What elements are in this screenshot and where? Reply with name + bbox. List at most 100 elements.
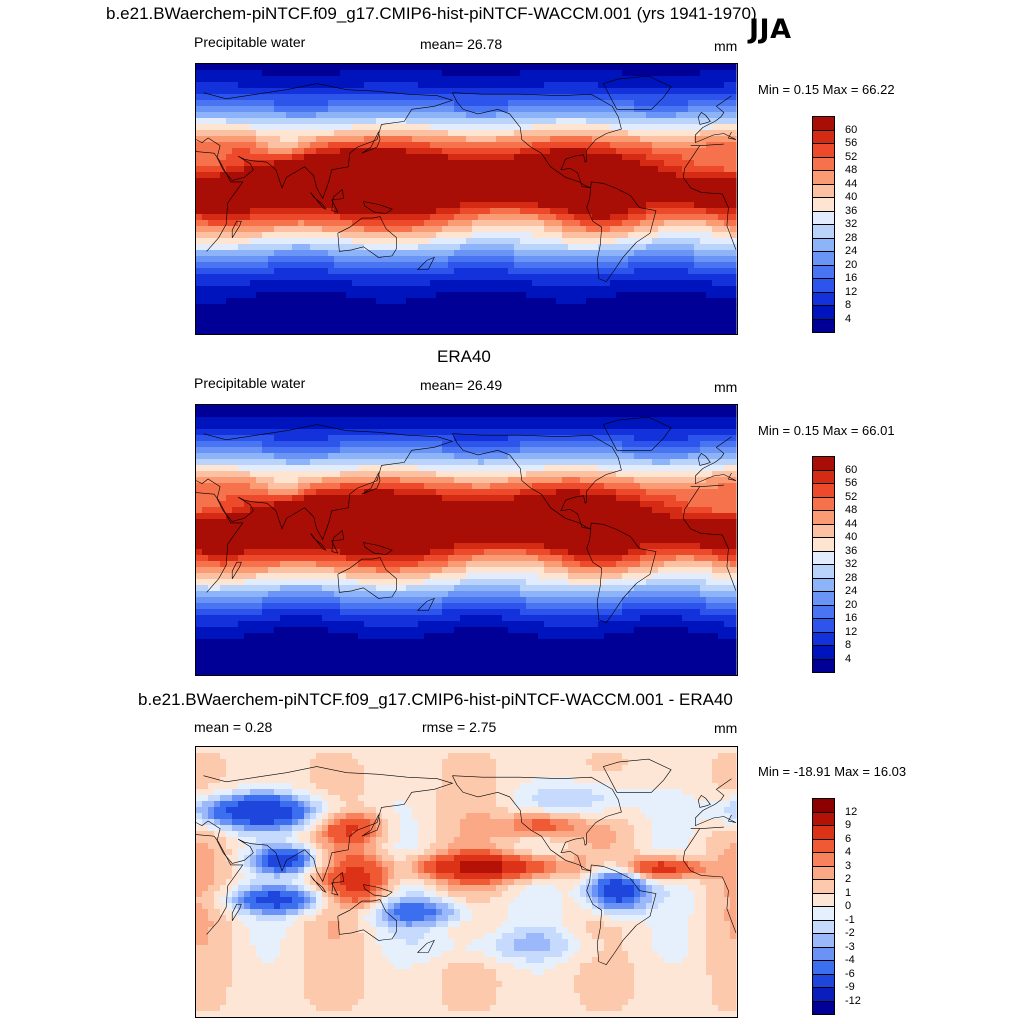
era40-field-cell <box>268 435 275 442</box>
model-field-cell <box>448 256 455 263</box>
model-field-cell <box>646 100 653 107</box>
era40-field-cell <box>220 435 227 442</box>
model-field-cell <box>304 244 311 251</box>
era40-field-cell <box>538 411 545 418</box>
model-field-cell <box>574 160 581 167</box>
model-field-cell <box>472 268 479 275</box>
model-field-cell <box>508 112 515 119</box>
model-field-cell <box>520 166 527 173</box>
model-field-cell <box>598 190 605 197</box>
model-field-cell <box>352 280 359 287</box>
model-field-cell <box>604 166 611 173</box>
model-field-cell <box>520 196 527 203</box>
model-field-cell <box>622 274 629 281</box>
model-field-cell <box>394 130 401 137</box>
model-field-cell <box>346 100 353 107</box>
model-field-cell <box>382 160 389 167</box>
model-field-cell <box>538 214 545 221</box>
era40-field-cell <box>334 423 341 430</box>
model-field-cell <box>496 208 503 215</box>
model-field-cell <box>238 88 245 95</box>
model-field-cell <box>460 118 467 125</box>
model-field-cell <box>664 178 671 185</box>
model-field-cell <box>370 220 377 227</box>
era40-field-cell <box>238 459 245 466</box>
model-field-cell <box>352 142 359 149</box>
era40-field-cell <box>394 405 401 412</box>
era40-field-cell <box>286 453 293 460</box>
model-field-cell <box>724 238 731 245</box>
model-field-cell <box>466 328 473 334</box>
era40-field-cell <box>550 441 557 448</box>
model-field-cell <box>322 298 329 305</box>
model-field-cell <box>496 316 503 323</box>
model-field-cell <box>496 304 503 311</box>
model-field-cell <box>502 250 509 257</box>
model-field-cell <box>670 94 677 101</box>
model-field-cell <box>622 94 629 101</box>
model-field-cell <box>418 220 425 227</box>
model-field-cell <box>322 172 329 179</box>
era40-field-cell <box>292 429 299 436</box>
model-field-cell <box>274 226 281 233</box>
model-field-cell <box>622 118 629 125</box>
model-field-cell <box>718 280 725 287</box>
model-field-cell <box>310 178 317 185</box>
model-field-cell <box>520 262 527 269</box>
model-field-cell <box>244 100 251 107</box>
model-field-cell <box>262 298 269 305</box>
era40-field-cell <box>700 411 707 418</box>
era40-field-cell <box>256 405 263 412</box>
model-field-cell <box>316 106 323 113</box>
model-field-cell <box>412 190 419 197</box>
model-field-cell <box>634 220 641 227</box>
model-field-cell <box>490 202 497 209</box>
model-field-cell <box>682 250 689 257</box>
model-field-cell <box>232 82 239 89</box>
model-field-cell <box>616 172 623 179</box>
era40-field-cell <box>508 429 515 436</box>
model-field-cell <box>244 262 251 269</box>
model-field-cell <box>262 202 269 209</box>
model-field-cell <box>442 178 449 185</box>
model-field-cell <box>514 136 521 143</box>
model-field-cell <box>250 214 257 221</box>
model-field-cell <box>310 280 317 287</box>
model-field-cell <box>502 322 509 329</box>
era40-field-cell <box>244 417 251 424</box>
model-field-cell <box>586 250 593 257</box>
model-field-cell <box>730 310 737 317</box>
model-field-cell <box>430 130 437 137</box>
model-field-cell <box>652 232 659 239</box>
model-field-cell <box>454 316 461 323</box>
model-field-cell <box>472 118 479 125</box>
era40-field-cell <box>556 435 563 442</box>
era40-field-cell <box>604 423 611 430</box>
model-field-cell <box>208 118 215 125</box>
model-field-cell <box>298 298 305 305</box>
model-field-cell <box>424 112 431 119</box>
model-field-cell <box>724 94 731 101</box>
model-field-cell <box>508 94 515 101</box>
model-field-cell <box>712 244 719 251</box>
era40-field-cell <box>520 447 527 454</box>
model-field-cell <box>220 148 227 155</box>
model-field-cell <box>196 226 203 233</box>
model-field-cell <box>598 166 605 173</box>
model-field-cell <box>238 220 245 227</box>
era40-field-cell <box>472 459 479 466</box>
model-field-cell <box>634 130 641 137</box>
model-field-cell <box>220 124 227 131</box>
model-field-cell <box>658 154 665 161</box>
model-field-cell <box>352 196 359 203</box>
model-field-cell <box>514 274 521 281</box>
model-field-cell <box>658 262 665 269</box>
model-field-cell <box>340 136 347 143</box>
model-field-cell <box>298 94 305 101</box>
model-field-cell <box>382 328 389 334</box>
era40-field-cell <box>526 417 533 424</box>
model-field-cell <box>544 238 551 245</box>
era40-field-cell <box>382 453 389 460</box>
model-field-cell <box>214 70 221 77</box>
era40-field-cell <box>544 429 551 436</box>
